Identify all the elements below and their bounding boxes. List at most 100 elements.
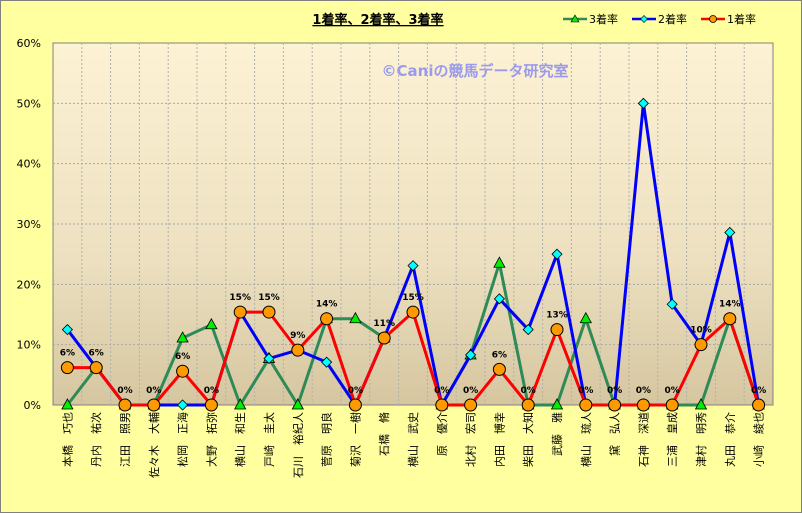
data-point-circle <box>636 398 650 412</box>
data-label: 6% <box>492 350 507 360</box>
data-point-circle <box>579 398 593 412</box>
data-label: 0% <box>665 386 680 396</box>
data-point-diamond <box>321 356 333 368</box>
data-label: 0% <box>463 386 478 396</box>
x-category-label: 丸田 恭介 <box>724 412 737 467</box>
x-category-label: 津村 明秀 <box>694 412 708 467</box>
data-point-triangle <box>493 256 506 268</box>
data-label: 6% <box>89 349 104 359</box>
data-point-diamond <box>493 293 505 305</box>
data-point-diamond <box>637 97 649 109</box>
y-tick-label: 30% <box>17 218 41 231</box>
legend: 3着率 2着率 1着率 <box>563 12 756 26</box>
data-point-circle <box>291 343 305 357</box>
data-label: 6% <box>60 349 75 359</box>
data-point-circle <box>147 398 161 412</box>
legend-item: 2着率 <box>632 12 687 26</box>
y-tick-label: 0% <box>24 399 41 412</box>
x-category-label: 小崎 綾也 <box>752 412 766 467</box>
data-point-circle <box>348 398 362 412</box>
data-label: 0% <box>117 386 132 396</box>
legend-label: 3着率 <box>589 12 618 26</box>
legend-label: 2着率 <box>658 12 687 26</box>
data-point-triangle <box>291 398 304 410</box>
x-category-label: 北村 宏司 <box>464 412 478 467</box>
series-3: 6% 6% 0% 0% 6% 0% 15% 15% 9% 14% 0% 11% 15% 0% 0% 6% 0% 1… <box>60 293 766 412</box>
data-label: 14% <box>719 300 741 310</box>
x-category-label: 石川 裕紀人 <box>292 412 305 478</box>
data-point-diamond <box>465 349 477 361</box>
x-category-label: 武藤 雅 <box>550 412 564 456</box>
data-point-triangle <box>61 398 74 410</box>
data-point-circle <box>723 312 737 326</box>
data-point-diamond <box>263 352 275 365</box>
data-label: 0% <box>434 386 449 396</box>
data-point-circle <box>435 398 449 412</box>
x-category-label: 黛 弘人 <box>609 412 622 456</box>
data-point-circle <box>204 398 218 412</box>
data-label: 11% <box>373 319 395 329</box>
data-point-triangle <box>694 398 708 410</box>
x-category-label: 石橋 脩 <box>377 412 391 456</box>
data-point-circle <box>521 398 535 412</box>
data-point-circle <box>118 398 132 412</box>
data-point-circle <box>665 398 679 412</box>
watermark: ©Caniの競馬データ研究室 <box>382 62 569 80</box>
legend-item: 1着率 <box>701 12 756 26</box>
data-label: 0% <box>751 386 766 396</box>
data-label: 14% <box>316 300 338 310</box>
data-point-diamond <box>407 260 419 272</box>
data-label: 0% <box>578 386 593 396</box>
data-point-triangle <box>234 398 247 410</box>
series-line <box>440 262 761 407</box>
y-tick-label: 60% <box>17 37 41 50</box>
y-tick-label: 40% <box>17 158 41 171</box>
x-category-label: 大野 拓弥 <box>204 412 218 467</box>
y-tick-label: 10% <box>17 339 41 352</box>
data-point-circle <box>60 361 74 375</box>
x-category-label: 本橋 巧也 <box>60 412 74 467</box>
data-point-circle <box>320 312 334 326</box>
data-point-circle <box>550 323 564 337</box>
y-tick-label: 20% <box>17 278 41 291</box>
data-point-triangle <box>176 331 189 343</box>
legend-marker-diamond <box>640 15 648 23</box>
data-point-circle <box>262 305 276 319</box>
x-category-label: 内田 博幸 <box>492 412 506 467</box>
legend-label: 1着率 <box>727 12 756 26</box>
data-point-diamond <box>522 324 534 336</box>
data-label: 0% <box>146 386 161 396</box>
data-label: 15% <box>258 293 280 303</box>
y-tick-label: 50% <box>17 97 41 110</box>
x-category-label: 戸崎 圭太 <box>262 412 276 467</box>
data-point-circle <box>176 364 190 378</box>
chart-title: 1着率、2着率、3着率 <box>312 12 443 28</box>
data-point-diamond <box>724 226 736 239</box>
data-point-diamond <box>61 324 73 336</box>
data-label: 9% <box>290 331 305 341</box>
data-point-diamond <box>551 248 563 260</box>
data-point-circle <box>233 305 247 319</box>
data-point-circle <box>608 398 622 412</box>
data-point-triangle <box>349 311 362 324</box>
x-category-label: 横山 和生 <box>233 412 247 467</box>
data-point-circle <box>492 362 506 376</box>
data-point-circle <box>752 398 766 412</box>
x-category-label: 横山 琉人 <box>579 412 593 467</box>
data-label: 0% <box>204 386 219 396</box>
legend-item: 3着率 <box>563 12 618 26</box>
data-label: 0% <box>348 386 363 396</box>
data-point-circle <box>694 338 708 352</box>
data-point-circle <box>377 331 391 345</box>
data-label: 0% <box>607 386 622 396</box>
data-point-triangle <box>205 317 218 330</box>
data-point-diamond <box>666 298 678 310</box>
data-label: 0% <box>521 386 536 396</box>
data-point-diamond <box>177 399 189 411</box>
data-label: 6% <box>175 352 190 362</box>
x-category-label: 松岡 正海 <box>176 412 190 467</box>
x-category-label: 横山 武史 <box>406 412 420 467</box>
y-axis: 0% 10% 20% 30% 40% 50% 60% <box>17 37 41 412</box>
data-label: 15% <box>402 293 424 303</box>
series-group: 6% 6% 0% 0% 6% 0% 15% 15% 9% 14% 0% 11% 15% 0% 0% 6% 0% 1… <box>60 97 766 412</box>
